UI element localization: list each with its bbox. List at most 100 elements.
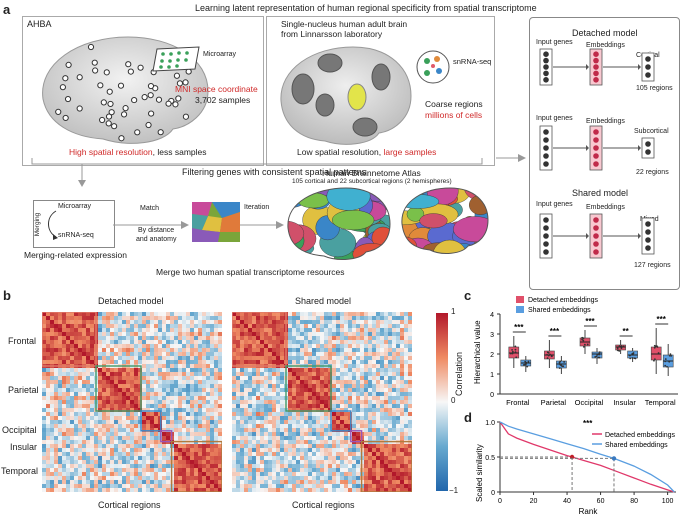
heatmap-cell	[348, 408, 353, 413]
heatmap-cell	[288, 332, 293, 337]
heatmap-cell	[240, 448, 245, 453]
heatmap-cell	[194, 344, 199, 349]
heatmap-cell	[102, 472, 107, 477]
heatmap-cell	[198, 448, 203, 453]
heatmap-cell	[102, 400, 107, 405]
heatmap-cell	[392, 448, 397, 453]
heatmap-cell	[178, 444, 183, 449]
heatmap-cell	[42, 372, 47, 377]
heatmap-cell	[248, 452, 253, 457]
heatmap-cell	[304, 336, 309, 341]
heatmap-cell	[328, 376, 333, 381]
heatmap-cell	[102, 424, 107, 429]
heatmap-cell	[214, 472, 219, 477]
heatmap-cell	[340, 424, 345, 429]
heatmap-cell	[102, 480, 107, 485]
heatmap-cell	[138, 360, 143, 365]
heatmap-cell	[70, 428, 75, 433]
layer-arrowhead	[586, 145, 589, 151]
heatmap-cell	[102, 312, 107, 317]
heatmap-cell	[232, 340, 237, 345]
heatmap-cell	[268, 456, 273, 461]
heatmap-cell	[404, 408, 409, 413]
heatmap-cell	[260, 436, 265, 441]
heatmap-cell	[292, 452, 297, 457]
heatmap-cell	[86, 316, 91, 321]
heatmap-cell	[408, 356, 412, 361]
heatmap-cell	[90, 344, 95, 349]
heatmap-cell	[356, 404, 361, 409]
heatmap-cell	[356, 324, 361, 329]
heatmap-cell	[392, 428, 397, 433]
heatmap-cell	[336, 464, 341, 469]
heatmap-cell	[328, 468, 333, 473]
heatmap-cell	[292, 436, 297, 441]
heatmap-cell	[154, 388, 159, 393]
heatmap-cell	[186, 344, 191, 349]
heatmap-cell	[336, 352, 341, 357]
heatmap-cell	[70, 404, 75, 409]
heatmap-cell	[210, 384, 215, 389]
heatmap-cell	[260, 488, 265, 492]
heatmap-cell	[82, 440, 87, 445]
heatmap-cell	[78, 444, 83, 449]
heatmap-cell	[364, 328, 369, 333]
heatmap-cell	[126, 432, 131, 437]
heatmap-cell	[276, 488, 281, 492]
heatmap-cell	[98, 416, 103, 421]
heatmap-cell	[316, 312, 321, 317]
heatmap-cell	[272, 348, 277, 353]
heatmap-cell	[214, 376, 219, 381]
heatmap-cell	[332, 352, 337, 357]
box-point	[527, 360, 530, 363]
heatmap-cell	[324, 352, 329, 357]
heatmap-cell	[78, 424, 83, 429]
heatmap-cell	[130, 412, 135, 417]
y-tick-label: 0.5	[485, 455, 495, 462]
heatmap-cell	[202, 340, 207, 345]
heatmap-cell	[244, 392, 249, 397]
heatmap-cell	[162, 468, 167, 473]
heatmap-cell	[110, 388, 115, 393]
heatmap-cell	[312, 416, 317, 421]
heatmap-cell	[78, 312, 83, 317]
heatmap-cell	[82, 324, 87, 329]
heatmap-cell	[364, 348, 369, 353]
heatmap-cell	[356, 472, 361, 477]
heatmap-cell	[78, 380, 83, 385]
heatmap-cell	[58, 408, 63, 413]
neuron	[593, 137, 599, 143]
heatmap-cell	[408, 344, 412, 349]
heatmap-cell	[292, 328, 297, 333]
heatmap-cell	[388, 372, 393, 377]
heatmap-cell	[146, 328, 151, 333]
layer-box	[641, 217, 655, 255]
heatmap-cell	[174, 400, 179, 405]
heatmap-cell	[70, 396, 75, 401]
heatmap-cell	[352, 416, 357, 421]
heatmap-cell	[248, 312, 253, 317]
heatmap-cell	[206, 412, 211, 417]
heatmap-cell	[352, 336, 357, 341]
heatmap-cell	[264, 332, 269, 337]
heatmap-cell	[190, 468, 195, 473]
heatmap-cell	[340, 412, 345, 417]
heatmap-cell	[42, 464, 47, 469]
heatmap-cell	[186, 464, 191, 469]
heatmap-cell	[368, 312, 373, 317]
heatmap-cell	[388, 388, 393, 393]
heatmap-cell	[392, 408, 397, 413]
heatmap-cell	[256, 484, 261, 489]
heatmap-cell	[356, 332, 361, 337]
heatmap-cell	[74, 420, 79, 425]
heatmap-cell	[300, 340, 305, 345]
heatmap-cell	[106, 412, 111, 417]
heatmap-cell	[218, 476, 222, 481]
heatmap-cell	[344, 452, 349, 457]
heatmap-cell	[368, 340, 373, 345]
heatmap-cell	[110, 336, 115, 341]
heatmap-cell	[336, 432, 341, 437]
box-point	[653, 358, 656, 361]
heatmap-cell	[158, 376, 163, 381]
heatmap-cell	[332, 484, 337, 489]
